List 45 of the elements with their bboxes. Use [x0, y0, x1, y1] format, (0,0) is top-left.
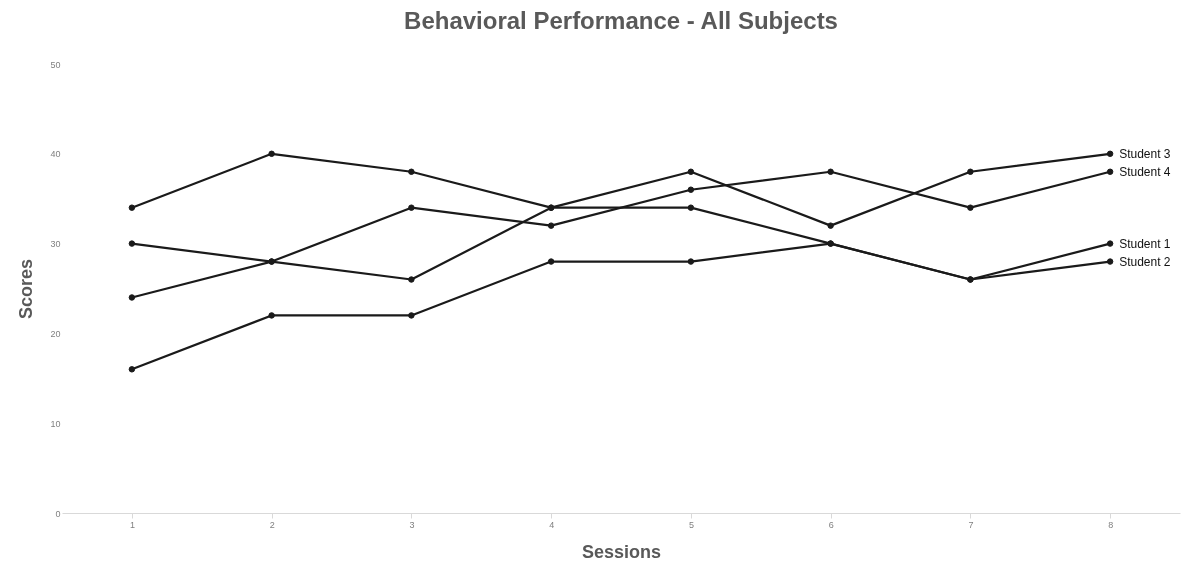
point [687, 186, 695, 193]
point [827, 168, 834, 175]
point [1106, 168, 1114, 175]
y-tick-label: 0 [55, 508, 61, 519]
point [967, 168, 974, 175]
point [408, 276, 415, 283]
y-tick-label: 40 [50, 149, 61, 160]
x-tick-label: 8 [1108, 519, 1114, 530]
series-label: Student 2 [1119, 254, 1171, 269]
x-tick-label: 2 [269, 519, 275, 530]
point [687, 258, 695, 265]
x-tick-label: 4 [549, 519, 555, 530]
point [128, 366, 136, 373]
point [1106, 240, 1114, 247]
point [547, 222, 555, 229]
point [408, 204, 415, 211]
point [268, 312, 275, 319]
x-tick-label: 5 [688, 519, 694, 530]
point [967, 204, 974, 211]
series-label: Student 1 [1119, 236, 1171, 251]
x-tick-label: 6 [828, 519, 834, 530]
point [408, 168, 415, 175]
y-tick-label: 10 [50, 418, 61, 429]
chart-title: Behavioral Performance - All Subjects [404, 7, 838, 34]
point [128, 204, 136, 211]
point [687, 168, 695, 175]
point [1106, 150, 1114, 158]
x-tick-label: 3 [409, 519, 415, 530]
x-tick-label: 7 [968, 519, 974, 530]
series-label: Student 4 [1119, 164, 1171, 179]
x-tick-label: 1 [129, 519, 135, 530]
point [687, 204, 695, 211]
point [128, 240, 136, 247]
point [408, 312, 415, 319]
point [547, 258, 555, 265]
point [1106, 258, 1114, 265]
series-label: Student 3 [1119, 146, 1171, 161]
x-axis-title: Sessions [581, 541, 662, 562]
y-tick-label: 50 [50, 59, 61, 70]
y-tick-label: 30 [50, 239, 61, 250]
point [268, 150, 275, 158]
point [827, 222, 834, 229]
y-axis-title: Scores [16, 258, 37, 320]
y-tick-label: 20 [50, 328, 61, 339]
point [128, 294, 136, 301]
